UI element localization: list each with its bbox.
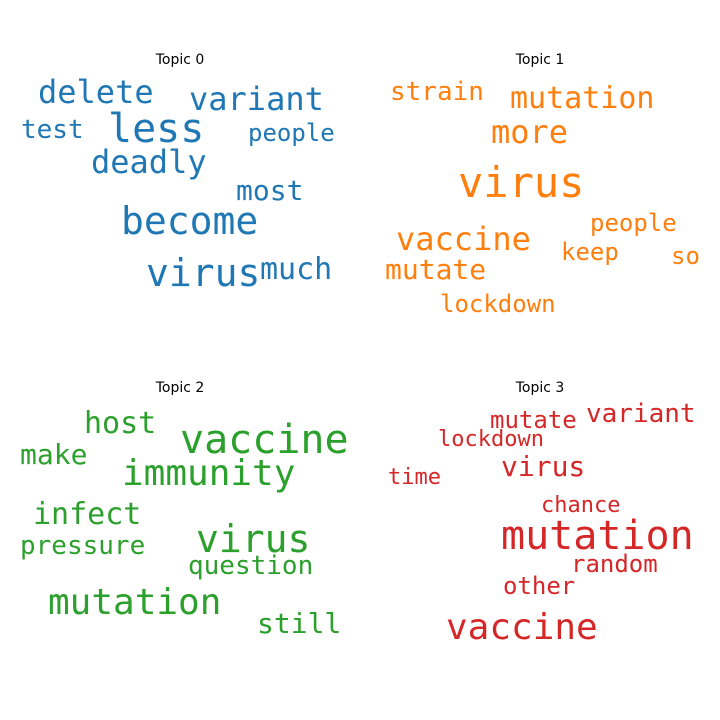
- word-variant: variant: [586, 399, 696, 429]
- word-host: host: [84, 406, 157, 441]
- word-virus: virus: [196, 517, 311, 561]
- word-other: other: [503, 572, 576, 600]
- word-much: much: [260, 252, 333, 287]
- word-random: random: [571, 550, 658, 578]
- word-mutate: mutate: [385, 253, 487, 286]
- word-strain: strain: [390, 77, 484, 107]
- word-more: more: [491, 113, 569, 151]
- word-vaccine: vaccine: [396, 220, 531, 258]
- word-keep: keep: [561, 238, 619, 266]
- word-lockdown: lockdown: [440, 290, 556, 318]
- word-test: test: [21, 115, 84, 145]
- word-lockdown: lockdown: [438, 427, 544, 452]
- word-people: people: [248, 119, 335, 147]
- word-question: question: [188, 551, 314, 581]
- word-less: less: [108, 106, 205, 152]
- topic-0-title: Topic 0: [155, 52, 205, 68]
- topic-2-panel: Topic 2 host vaccine make immunity infec…: [0, 328, 360, 688]
- word-virus: virus: [501, 450, 586, 483]
- word-mutation: mutation: [501, 513, 694, 559]
- word-make: make: [20, 438, 88, 471]
- topic-0-panel: Topic 0 delete variant less test people …: [0, 0, 360, 360]
- word-mutate: mutate: [490, 406, 577, 434]
- topic-3-title: Topic 3: [515, 380, 565, 396]
- topic-3-panel: Topic 3 mutate variant lockdown virus ti…: [360, 328, 720, 688]
- word-vaccine: vaccine: [446, 607, 598, 648]
- word-infect: infect: [33, 497, 142, 532]
- word-mutation: mutation: [48, 582, 222, 623]
- word-still: still: [257, 607, 342, 640]
- word-time: time: [388, 465, 441, 490]
- word-delete: delete: [38, 73, 154, 111]
- word-chance: chance: [541, 493, 621, 518]
- word-pressure: pressure: [20, 531, 146, 561]
- word-vaccine: vaccine: [180, 417, 349, 463]
- topic-2-title: Topic 2: [155, 380, 205, 396]
- word-variant: variant: [189, 80, 324, 118]
- word-deadly: deadly: [91, 143, 207, 181]
- word-people: people: [590, 209, 677, 237]
- word-most: most: [236, 174, 304, 207]
- topic-1-panel: Topic 1 strain mutation more virus vacci…: [360, 0, 720, 360]
- topic-1-title: Topic 1: [515, 52, 565, 68]
- word-become: become: [121, 199, 259, 243]
- word-virus: virus: [146, 251, 261, 295]
- word-mutation: mutation: [510, 81, 655, 116]
- word-immunity: immunity: [122, 453, 296, 494]
- word-so: so: [671, 242, 700, 270]
- word-virus: virus: [458, 158, 585, 207]
